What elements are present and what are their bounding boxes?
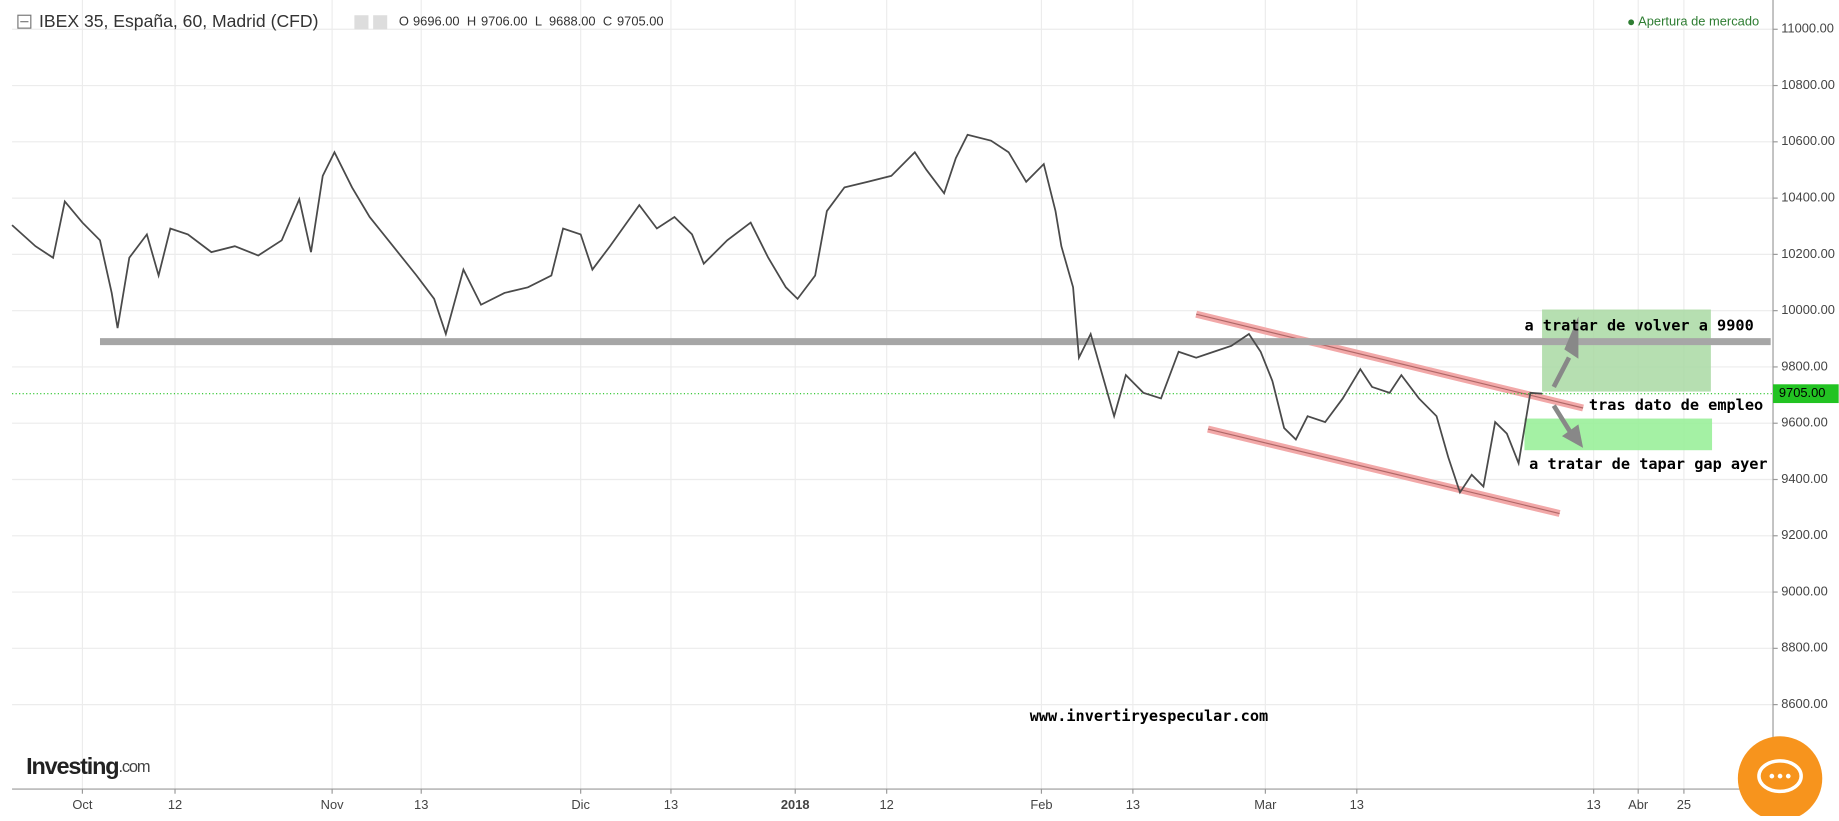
data-layer <box>11 133 1774 495</box>
arrow-down-head <box>1561 424 1584 448</box>
x-tick-label: 13 <box>1126 797 1140 812</box>
status-dot <box>1628 19 1635 26</box>
y-tick-label: 10800.00 <box>1781 77 1835 92</box>
ohlc-key: C <box>603 14 612 29</box>
x-tick-label: 13 <box>1586 797 1600 812</box>
annotation: tras dato de empleo <box>1589 396 1763 414</box>
x-tick-label: 13 <box>664 797 678 812</box>
y-tick-label: 9200.00 <box>1781 527 1828 542</box>
settings-icon[interactable] <box>373 15 388 30</box>
y-tick-label: 9400.00 <box>1781 471 1828 486</box>
y-tick-label: 8600.00 <box>1781 696 1828 711</box>
y-tick-label: 10400.00 <box>1781 190 1835 205</box>
chat-dot <box>1769 773 1775 779</box>
chat-icon <box>1757 759 1803 794</box>
x-tick-label: Nov <box>321 797 344 812</box>
ohlc-value: 9688.00 <box>549 14 596 29</box>
ohlc-value: 9706.00 <box>481 14 528 29</box>
channel-top-core <box>1196 313 1584 409</box>
gap-zone <box>1524 418 1713 451</box>
ohlc-value: 9696.00 <box>413 14 460 29</box>
annotation: a tratar de tapar gap ayer <box>1529 455 1767 473</box>
annotation: a tratar de volver a 9900 <box>1524 316 1753 334</box>
x-tick-label: Oct <box>72 797 92 812</box>
channel-bottom-core <box>1207 428 1560 515</box>
x-tick-label: Dic <box>571 797 590 812</box>
ohlc-key: L <box>535 14 542 29</box>
last-price-tag <box>1773 384 1839 404</box>
ohlc-key: H <box>467 14 476 29</box>
watermark: www.invertiryespecular.com <box>1030 707 1268 725</box>
x-tick-label: 12 <box>168 797 182 812</box>
x-tick-label: 25 <box>1677 797 1691 812</box>
ohlc-value: 9705.00 <box>617 14 664 29</box>
x-tick-label: 12 <box>880 797 894 812</box>
arrow-down <box>1551 404 1574 436</box>
arrow-up-head <box>1564 316 1579 359</box>
y-tick-label: 9600.00 <box>1781 415 1828 430</box>
ohlc-legend: O 9696.00 H 9706.00 L 9688.00 C 9705.00 <box>399 14 664 29</box>
x-tick-label: Mar <box>1254 797 1277 812</box>
price-line <box>11 133 1543 495</box>
y-tick-label: 8800.00 <box>1781 640 1828 655</box>
arrow-up <box>1551 356 1572 388</box>
x-tick-label: 13 <box>414 797 428 812</box>
axes: 8600.00 8800.00 9000.00 9200.00 9400.00 9600.… <box>72 21 1839 812</box>
y-tick-label: 10000.00 <box>1781 302 1835 317</box>
y-tick-label: 9000.00 <box>1781 583 1828 598</box>
logo-suffix: .com <box>118 758 149 776</box>
settings-icon[interactable] <box>354 15 369 30</box>
chart-title: IBEX 35, España, 60, Madrid (CFD) <box>39 11 318 31</box>
y-tick-label: 9800.00 <box>1781 358 1828 373</box>
x-tick-label: 2018 <box>781 797 810 812</box>
logo-main: Investing <box>26 753 118 779</box>
y-tick-label: 10200.00 <box>1781 246 1835 261</box>
chat-dot <box>1777 773 1783 779</box>
x-tick-label: Abr <box>1628 797 1649 812</box>
grid <box>12 0 1774 790</box>
y-tick-label: 11000.00 <box>1781 21 1834 36</box>
logo: Investing.com <box>26 753 150 779</box>
market-status: Apertura de mercado <box>1638 14 1759 29</box>
chat-dot <box>1785 773 1791 779</box>
ohlc-key: O <box>399 14 409 29</box>
y-tick-label: 10600.00 <box>1781 133 1835 148</box>
x-tick-label: Feb <box>1030 797 1052 812</box>
x-tick-label: 13 <box>1350 797 1364 812</box>
collapse-icon[interactable] <box>17 14 32 29</box>
last-price-label: 9705.00 <box>1779 385 1826 400</box>
